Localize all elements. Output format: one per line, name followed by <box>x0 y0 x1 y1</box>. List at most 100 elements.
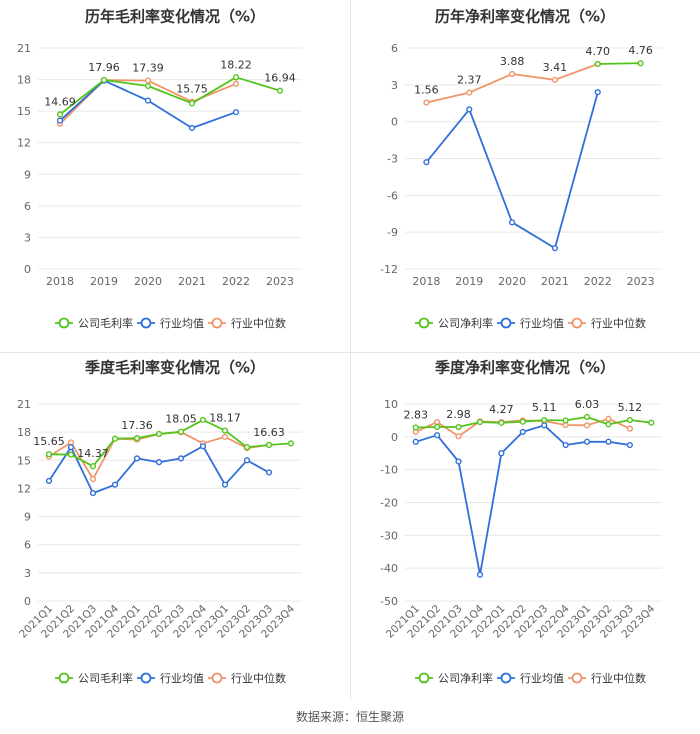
series-line-industry-avg <box>415 424 631 576</box>
data-point-industry-avg <box>423 159 430 166</box>
series-line-industry-median <box>426 63 599 104</box>
data-point-industry-avg <box>412 438 419 445</box>
annual-net-margin-chart: 历年净利率变化情况（%） -12 -9 -6 -3 0 3 6 2018 2019 2020 2021… <box>380 8 662 330</box>
y-tick-label: 18 <box>17 74 31 87</box>
data-point-industry-avg <box>177 455 185 462</box>
data-point-company <box>434 423 441 431</box>
y-tick-label: 10 <box>384 398 398 411</box>
y-tick-label: 9 <box>24 511 31 524</box>
data-point-industry-avg <box>583 438 591 445</box>
x-tick-label: 2023 <box>627 275 655 288</box>
data-point-company <box>498 419 505 426</box>
data-point-company <box>583 413 591 421</box>
legend-swatch-marker <box>418 672 430 684</box>
data-point-industry-avg <box>519 428 526 436</box>
data-point-industry-avg <box>434 432 441 439</box>
data-label: 4.70 <box>586 45 611 58</box>
legend-swatch-marker <box>500 317 512 329</box>
data-point-company <box>476 418 484 426</box>
data-point-industry-median <box>423 99 430 106</box>
data-source-footer: 数据来源：恒生聚源 <box>295 710 404 724</box>
data-label: 16.94 <box>264 72 296 85</box>
data-label: 2.83 <box>403 409 428 422</box>
legend-swatch-marker <box>211 672 223 684</box>
data-point-industry-avg <box>232 109 240 116</box>
data-label: 5.11 <box>532 401 557 414</box>
y-tick-label: 18 <box>17 426 31 439</box>
data-point-industry-avg <box>605 438 612 445</box>
quarterly-gross-margin-chart: 季度毛利率变化情况（%）0369121518212021Q12021Q22021… <box>17 359 302 685</box>
data-point-industry-avg <box>188 124 196 132</box>
data-point-company <box>648 419 655 426</box>
data-point-industry-median <box>144 77 152 84</box>
data-point-company <box>541 416 548 424</box>
y-tick-label: 0 <box>24 595 31 608</box>
y-tick-label: 15 <box>17 454 31 467</box>
data-point-industry-avg <box>111 481 119 488</box>
data-point-company <box>605 421 612 428</box>
y-tick-label: 3 <box>24 567 31 580</box>
data-label: 17.96 <box>88 61 120 74</box>
data-label: 4.76 <box>628 44 653 57</box>
series-line-company <box>59 76 281 116</box>
y-tick-label: 6 <box>24 539 31 552</box>
y-tick-label: -30 <box>380 529 398 542</box>
data-point-industry-median <box>626 425 633 432</box>
chart-title: 历年毛利率变化情况（%） <box>85 8 265 26</box>
data-point-company <box>594 60 601 68</box>
annual-gross-margin-chart: 历年毛利率变化情况（%） 0 3 6 9 12 15 18 21 2018 2019 2020 2021… <box>17 8 302 330</box>
data-point-industry-avg <box>551 245 559 252</box>
data-label: 17.36 <box>121 419 153 432</box>
data-point-industry-avg <box>56 117 64 124</box>
data-label: 14.69 <box>44 95 76 108</box>
data-label: 15.75 <box>176 83 208 96</box>
y-tick-label: 9 <box>24 168 31 181</box>
legend-label: 行业均值 <box>160 317 204 330</box>
data-point-industry-median <box>455 433 462 440</box>
data-point-company <box>265 441 273 449</box>
chart-title: 季度净利率变化情况（%） <box>435 359 615 377</box>
legend-label: 行业中位数 <box>231 316 286 330</box>
data-point-industry-avg <box>498 450 505 457</box>
chart-title: 季度毛利率变化情况（%） <box>85 359 265 377</box>
legend-label: 行业中位数 <box>231 671 286 685</box>
data-point-industry-median <box>605 415 612 422</box>
legend-swatch-marker <box>140 672 152 684</box>
data-label: 18.05 <box>165 413 197 426</box>
data-point-company <box>188 100 196 107</box>
data-label: 2.98 <box>446 408 471 421</box>
data-point-company <box>455 423 462 431</box>
data-point-industry-avg <box>455 458 462 465</box>
legend-label: 公司毛利率 <box>78 671 133 685</box>
data-point-company <box>221 427 229 434</box>
data-point-industry-avg <box>155 459 163 466</box>
y-tick-label: -9 <box>387 226 398 239</box>
y-tick-label: 15 <box>17 105 31 118</box>
data-point-company <box>199 416 207 424</box>
series-line-company <box>415 416 652 429</box>
data-point-company <box>56 111 64 118</box>
data-point-industry-avg <box>243 457 251 464</box>
data-point-company <box>177 428 185 435</box>
data-label: 16.63 <box>253 426 285 439</box>
x-tick-label: 2019 <box>455 275 483 288</box>
x-tick-label: 2020 <box>134 275 162 288</box>
legend-swatch-marker <box>211 317 223 329</box>
y-tick-label: -12 <box>380 263 398 276</box>
y-tick-label: 6 <box>391 42 398 55</box>
data-label: 3.41 <box>543 61 568 74</box>
data-point-company <box>232 74 240 81</box>
legend-swatch-marker <box>58 672 70 684</box>
data-point-company <box>67 451 75 458</box>
legend-label: 行业均值 <box>160 672 204 685</box>
data-label: 5.12 <box>618 401 643 414</box>
series-line-company <box>48 419 292 468</box>
data-label: 2.37 <box>457 74 482 87</box>
data-label: 6.03 <box>575 398 600 411</box>
x-tick-label: 2022 <box>584 275 612 288</box>
vertical-divider <box>350 0 351 700</box>
data-label: 17.39 <box>132 62 164 75</box>
data-label: 14.37 <box>77 447 109 460</box>
data-point-company <box>144 82 152 90</box>
data-point-company <box>287 440 295 447</box>
